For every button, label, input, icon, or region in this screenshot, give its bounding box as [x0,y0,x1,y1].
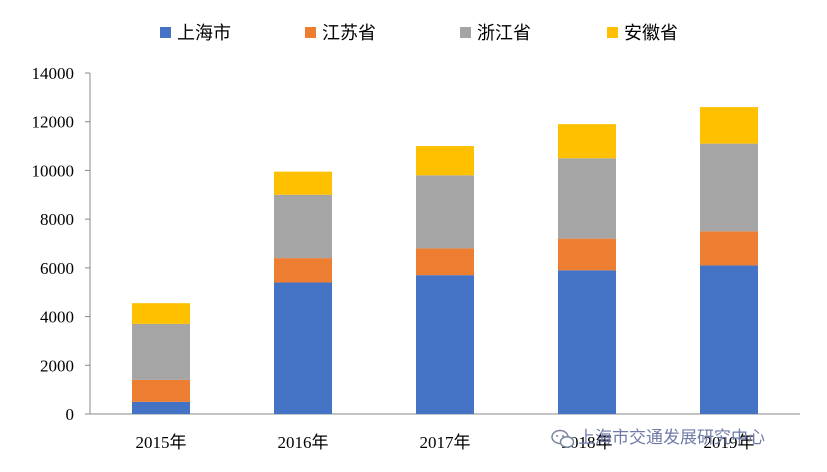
bar-segment [274,171,332,195]
bar-segment [274,282,332,414]
legend-label: 安徽省 [624,23,678,44]
bar-segment [700,107,758,144]
x-tick-label: 2017年 [420,433,471,452]
y-tick-label: 10000 [32,161,75,180]
legend-label: 上海市 [177,23,231,44]
legend: 上海市 江苏省 浙江省 安徽省 [160,23,678,44]
bar-segment [132,303,190,324]
bar-segment [416,175,474,249]
bar-segment [132,401,190,414]
legend-label: 江苏省 [322,23,376,44]
x-tick-label: 2015年 [136,433,187,452]
bar-segment [558,270,616,414]
y-tick-label: 6000 [40,259,74,278]
wechat-icon [551,429,575,449]
legend-swatch [607,27,618,38]
y-tick-label: 0 [66,405,75,424]
bar-segment [132,379,190,402]
x-axis: 2015年 2016年 2017年 2018年 2019年 [90,413,800,452]
bars [132,107,758,414]
legend-swatch [460,27,471,38]
y-tick-label: 12000 [32,113,75,132]
bar-segment [700,265,758,414]
x-tick-label: 2016年 [278,433,329,452]
bar-segment [558,238,616,271]
bar-segment [132,323,190,380]
bar-segment [558,124,616,159]
y-tick-label: 4000 [40,308,74,327]
watermark-text: 上海市交通发展研究中心 [578,428,765,448]
bar-segment [416,275,474,414]
y-axis: 0 2000 4000 6000 8000 10000 12000 14000 [32,64,91,424]
legend-swatch [160,27,171,38]
bar-segment [700,231,758,266]
x-tick-label: 2018年 [562,433,613,452]
watermark: 上海市交通发展研究中心 [551,428,765,449]
legend-swatch [305,27,316,38]
bar-segment [416,248,474,276]
bar-segment [416,146,474,176]
y-tick-label: 8000 [40,210,74,229]
bar-segment [274,194,332,259]
bar-segment [274,258,332,283]
x-tick-label: 2019年 [704,433,755,452]
legend-label: 浙江省 [477,23,531,44]
bar-segment [700,143,758,232]
bar-segment [558,158,616,239]
y-tick-label: 14000 [32,64,75,83]
y-tick-label: 2000 [40,356,74,375]
